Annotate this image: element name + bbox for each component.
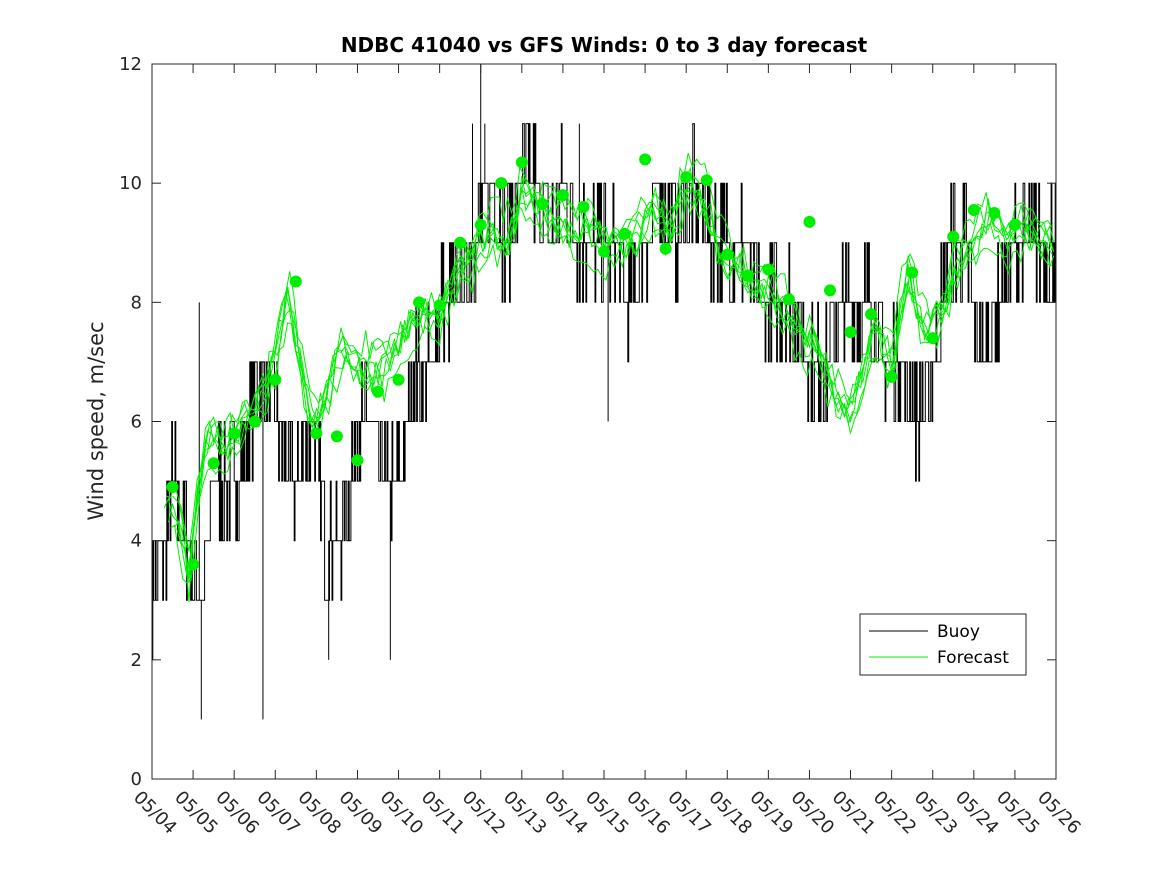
legend-forecast-label: Forecast <box>937 648 1009 668</box>
forecast-marker <box>433 299 446 312</box>
forecast-marker <box>906 266 919 279</box>
x-tick-label: 05/04 <box>129 787 181 839</box>
forecast-marker <box>598 245 610 258</box>
buoy-line <box>152 123 1056 661</box>
forecast-marker <box>248 415 261 428</box>
forecast-marker <box>967 203 980 216</box>
y-tick-label: 10 <box>119 173 142 194</box>
forecast-marker <box>926 332 939 345</box>
x-tick-label: 05/11 <box>417 787 469 839</box>
x-tick-label: 05/18 <box>704 787 756 839</box>
x-tick-label: 05/09 <box>335 787 387 839</box>
forecast-marker <box>865 308 878 321</box>
y-tick-label: 6 <box>131 412 142 433</box>
forecast-line <box>176 166 1053 602</box>
x-tick-label: 05/15 <box>581 787 633 839</box>
x-tick-label: 05/05 <box>170 787 222 839</box>
forecast-marker <box>228 427 241 440</box>
forecast-markers <box>166 153 1021 571</box>
y-tick-label: 8 <box>131 292 142 313</box>
forecast-line <box>174 181 1055 577</box>
y-axis-label: Wind speed, m/sec <box>84 321 108 520</box>
legend-box <box>859 613 1027 676</box>
forecast-marker <box>721 248 734 261</box>
forecast-marker <box>824 284 836 297</box>
forecast-line <box>166 177 1055 551</box>
chart-title: NDBC 41040 vs GFS Winds: 0 to 3 day fore… <box>341 33 868 57</box>
forecast-marker <box>1008 218 1021 231</box>
forecast-marker <box>166 481 179 494</box>
legend: Buoy Forecast <box>859 613 1027 676</box>
y-tick-label: 2 <box>131 650 142 671</box>
forecast-marker <box>782 293 795 306</box>
forecast-marker <box>639 153 652 166</box>
forecast-marker <box>762 263 775 276</box>
forecast-marker <box>700 174 713 187</box>
y-axis: 0 2 4 6 8 10 12 <box>119 54 1056 790</box>
x-tick-label: 05/25 <box>992 787 1044 839</box>
forecast-marker <box>659 242 672 255</box>
x-tick-label: 05/10 <box>376 787 428 839</box>
x-tick-label: 05/08 <box>294 787 346 839</box>
x-tick-label: 05/12 <box>458 787 510 839</box>
forecast-marker <box>885 370 898 383</box>
x-tick-label: 05/17 <box>663 787 715 839</box>
x-tick-label: 05/19 <box>746 787 798 839</box>
forecast-marker <box>207 457 220 470</box>
x-axis: 05/0405/0505/0605/0705/0805/0905/1005/11… <box>129 64 1085 839</box>
legend-buoy-label: Buoy <box>937 622 980 642</box>
forecast-marker <box>289 275 302 288</box>
forecast-marker <box>741 269 754 282</box>
x-tick-label: 05/24 <box>951 787 1003 839</box>
x-tick-label: 05/20 <box>787 787 839 839</box>
y-tick-label: 4 <box>131 531 142 552</box>
forecast-marker <box>187 558 200 571</box>
forecast-marker <box>474 218 487 231</box>
x-tick-label: 05/14 <box>540 787 592 839</box>
forecast-marker <box>947 230 960 243</box>
y-tick-label: 12 <box>119 54 142 75</box>
forecast-marker <box>351 454 364 467</box>
forecast-marker <box>330 430 343 443</box>
x-tick-label: 05/06 <box>211 787 263 839</box>
forecast-marker <box>372 385 384 398</box>
forecast-marker <box>413 296 426 309</box>
forecast-marker <box>988 206 1001 219</box>
forecast-marker <box>618 227 631 240</box>
forecast-marker <box>495 177 508 190</box>
y-tick-label: 0 <box>131 769 142 790</box>
forecast-series <box>163 152 1055 602</box>
x-tick-label: 05/23 <box>910 787 962 839</box>
forecast-marker <box>803 215 816 228</box>
forecast-marker <box>536 198 549 211</box>
x-tick-label: 05/16 <box>622 787 674 839</box>
forecast-marker <box>454 236 467 249</box>
forecast-line <box>170 152 1055 584</box>
forecast-marker <box>515 156 528 169</box>
x-tick-label: 05/13 <box>499 787 551 839</box>
forecast-marker <box>392 373 405 386</box>
forecast-marker <box>269 373 282 386</box>
forecast-marker <box>556 189 569 202</box>
x-tick-label: 05/21 <box>828 787 880 839</box>
forecast-marker <box>577 201 590 213</box>
forecast-marker <box>844 326 857 339</box>
x-tick-label: 05/22 <box>869 787 921 839</box>
x-tick-label: 05/07 <box>252 787 304 839</box>
x-tick-label: 05/26 <box>1033 787 1085 839</box>
forecast-marker <box>310 427 323 440</box>
forecast-marker <box>680 171 693 184</box>
